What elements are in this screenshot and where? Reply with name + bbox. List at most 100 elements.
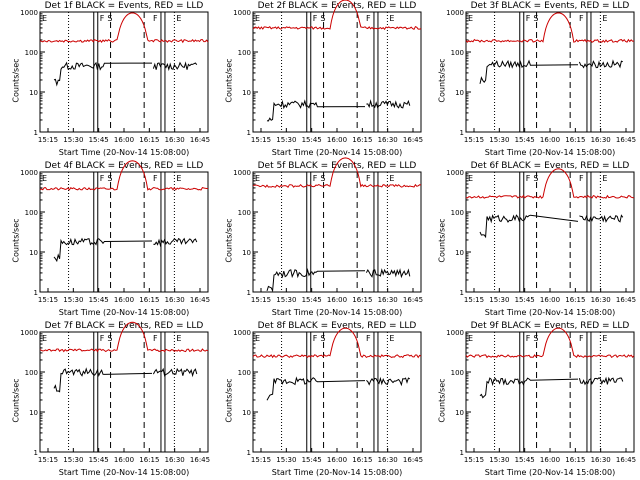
y-tick-label: 10 — [455, 409, 464, 417]
chart-panel-det-1f: Det 1f BLACK = Events, RED = LLD Counts/… — [0, 0, 213, 160]
x-axis-label: Start Time (20-Nov-14 15:08:00) — [58, 308, 190, 317]
y-tick-label: 1 — [247, 129, 251, 137]
y-tick-label: 1 — [34, 129, 38, 137]
series-line-events — [53, 237, 153, 263]
series-line-lld — [252, 327, 422, 359]
region-marker-label: F — [313, 174, 318, 183]
x-tick-label: 16:45 — [190, 456, 210, 464]
y-tick-label: 1000 — [20, 329, 38, 337]
region-marker-label: E — [255, 14, 260, 23]
series-line-lld — [39, 321, 209, 353]
y-tick-label: 100 — [25, 49, 38, 57]
series-line-events — [578, 376, 624, 386]
chart-panel-det-4f: Det 4f BLACK = Events, RED = LLD Counts/… — [0, 160, 213, 320]
region-marker-label: E — [389, 334, 394, 343]
x-axis-label: Start Time (20-Nov-14 15:08:00) — [271, 308, 403, 317]
x-tick-label: 16:15 — [565, 296, 585, 304]
y-tick-label: 1 — [460, 289, 464, 297]
y-tick-label: 1000 — [233, 169, 251, 177]
y-tick-label: 10 — [455, 89, 464, 97]
series-line-events — [266, 268, 366, 293]
x-tick-label: 15:15 — [38, 296, 58, 304]
x-tick-label: 15:30 — [276, 296, 296, 304]
x-tick-label: 15:30 — [63, 296, 83, 304]
series-line-lld — [252, 0, 422, 31]
plot-frame — [465, 11, 635, 133]
x-tick-label: 16:30 — [165, 296, 185, 304]
x-axis-label: Start Time (20-Nov-14 15:08:00) — [58, 468, 190, 477]
region-marker-label: S — [107, 174, 112, 183]
region-marker-label: F — [100, 334, 105, 343]
x-tick-label: 16:00 — [114, 456, 134, 464]
series-line-lld — [39, 12, 209, 44]
series-line-events — [365, 268, 411, 279]
series-line-events — [366, 376, 411, 387]
series-line-events — [578, 59, 623, 69]
x-tick-label: 16:45 — [403, 136, 423, 144]
region-marker-label: E — [176, 14, 181, 23]
x-tick-label: 15:15 — [251, 296, 271, 304]
series-line-events — [266, 376, 366, 401]
y-tick-label: 1000 — [233, 9, 251, 17]
x-tick-label: 16:15 — [139, 456, 159, 464]
x-tick-label: 15:15 — [464, 136, 484, 144]
plot-frame — [465, 171, 635, 293]
y-tick-label: 1000 — [233, 329, 251, 337]
x-tick-label: 15:30 — [489, 456, 509, 464]
x-tick-label: 15:30 — [489, 136, 509, 144]
series-line-lld — [39, 160, 209, 191]
x-tick-label: 16:30 — [378, 136, 398, 144]
region-marker-label: S — [533, 174, 538, 183]
x-tick-label: 16:15 — [565, 456, 585, 464]
series-line-lld — [465, 168, 635, 199]
x-tick-label: 15:15 — [38, 456, 58, 464]
x-tick-label: 16:45 — [403, 456, 423, 464]
x-tick-label: 16:30 — [591, 296, 611, 304]
x-tick-label: 15:30 — [276, 456, 296, 464]
region-marker-label: E — [176, 334, 181, 343]
chart-plot: 1 10 100 1000 15:15 15:30 15:45 16:00 16:15 16:30… — [233, 157, 423, 304]
region-marker-label: S — [533, 334, 538, 343]
y-tick-label: 1 — [460, 129, 464, 137]
x-tick-label: 15:15 — [464, 456, 484, 464]
x-axis-label: Start Time (20-Nov-14 15:08:00) — [484, 308, 616, 317]
x-tick-label: 16:45 — [616, 456, 636, 464]
y-tick-label: 1000 — [446, 329, 464, 337]
x-tick-label: 15:45 — [515, 136, 535, 144]
x-tick-label: 15:45 — [302, 296, 322, 304]
chart-panel-det-2f: Det 2f BLACK = Events, RED = LLD Counts/… — [213, 0, 426, 160]
x-tick-label: 16:30 — [165, 136, 185, 144]
series-line-events — [479, 59, 579, 84]
region-marker-label: F — [526, 334, 531, 343]
x-tick-label: 16:15 — [139, 136, 159, 144]
series-line-events — [266, 99, 366, 122]
y-tick-label: 1000 — [446, 9, 464, 17]
x-tick-label: 15:45 — [89, 296, 109, 304]
x-tick-label: 16:15 — [352, 136, 372, 144]
region-marker-label: E — [255, 174, 260, 183]
chart-plot: 1 10 100 1000 15:15 15:30 15:45 16:00 16:15 16:30… — [20, 160, 210, 304]
y-tick-label: 1 — [247, 449, 251, 457]
y-tick-label: 1 — [34, 449, 38, 457]
x-tick-label: 16:45 — [616, 136, 636, 144]
region-marker-label: E — [602, 334, 607, 343]
x-tick-label: 16:45 — [190, 296, 210, 304]
x-axis-label: Start Time (20-Nov-14 15:08:00) — [271, 468, 403, 477]
x-tick-label: 16:00 — [114, 136, 134, 144]
region-marker-label: F — [579, 334, 584, 343]
region-marker-label: F — [366, 174, 371, 183]
chart-title: Det 5f BLACK = Events, RED = LLD — [257, 161, 417, 171]
x-tick-label: 16:30 — [378, 456, 398, 464]
region-marker-label: F — [313, 334, 318, 343]
series-line-events — [53, 367, 153, 393]
series-line-lld — [465, 327, 635, 359]
plot-frame — [39, 11, 209, 133]
x-tick-label: 15:30 — [63, 456, 83, 464]
x-tick-label: 16:00 — [327, 296, 347, 304]
chart-title: Det 6f BLACK = Events, RED = LLD — [470, 161, 630, 171]
x-tick-label: 16:30 — [165, 456, 185, 464]
region-marker-label: E — [468, 334, 473, 343]
x-tick-label: 16:15 — [352, 296, 372, 304]
x-tick-label: 15:30 — [489, 296, 509, 304]
y-tick-label: 10 — [29, 249, 38, 257]
